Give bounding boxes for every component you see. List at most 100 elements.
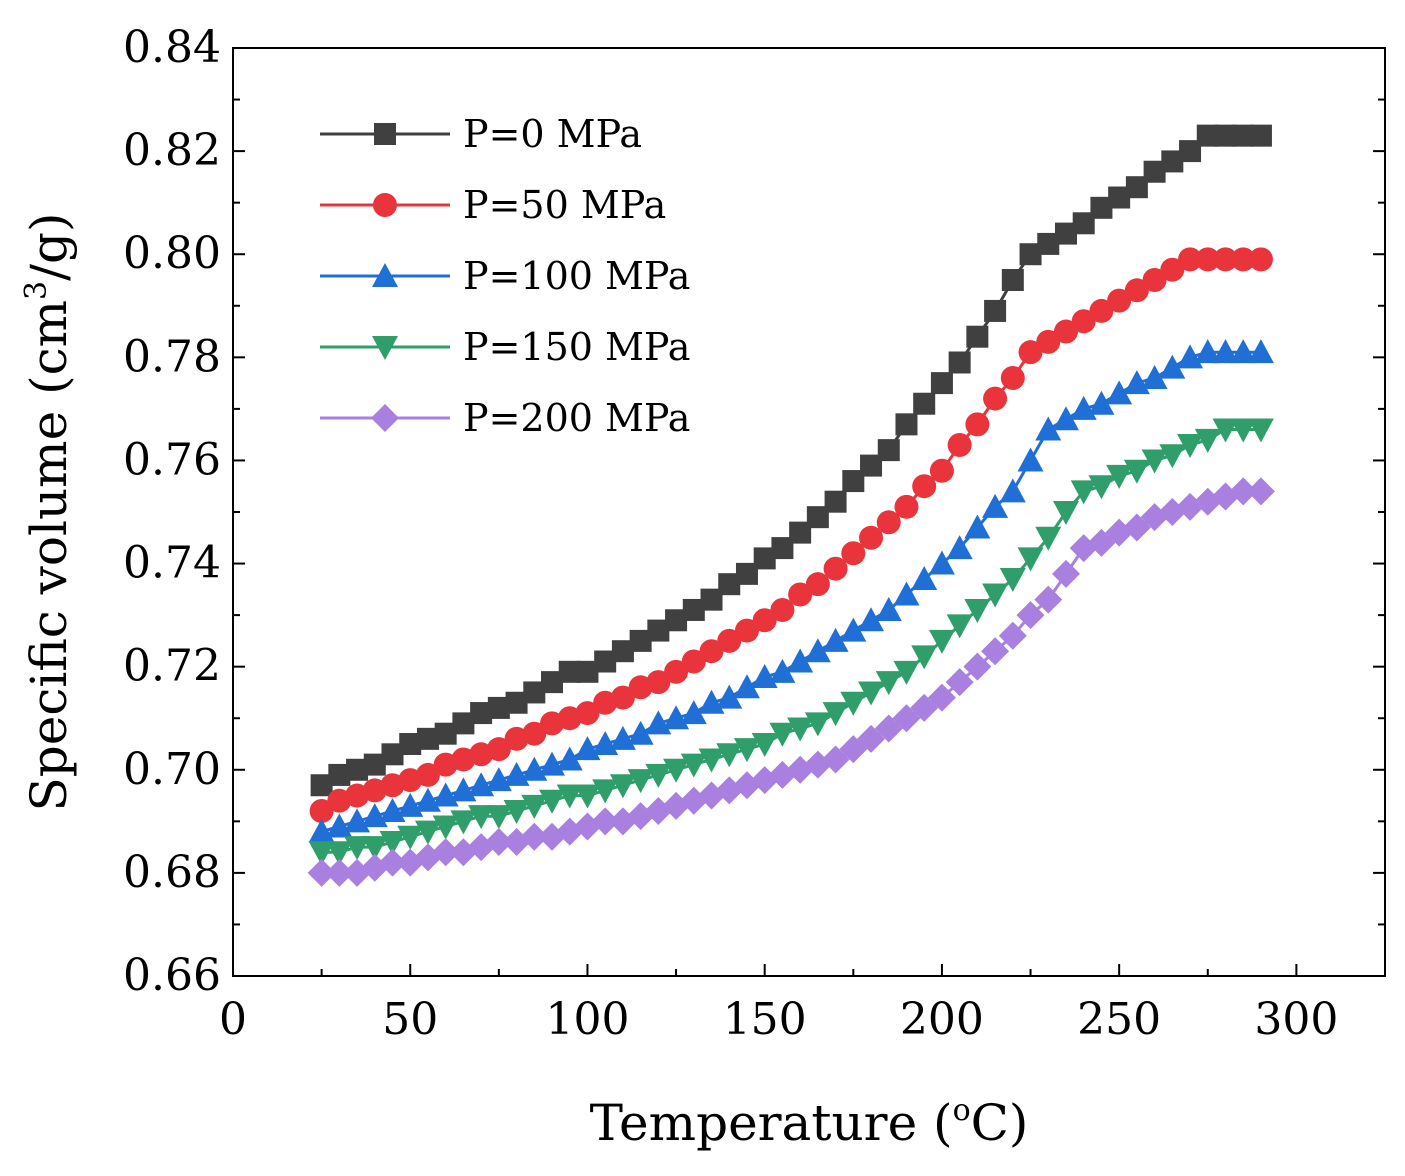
ticks-layer: 0 50 100 150 200 250 300 0.66 0.68 0.70 0.72 0.74 0.… [123, 22, 1385, 1045]
data-point [1159, 444, 1186, 469]
data-point [948, 351, 971, 374]
data-point [999, 478, 1026, 503]
data-point [1088, 390, 1115, 415]
data-point [1212, 418, 1239, 443]
legend-marker [372, 336, 398, 360]
data-point [1214, 124, 1237, 147]
legend-label: P=200 MPa [463, 396, 690, 440]
data-point [769, 722, 796, 747]
legend-entry: P=0 MPa [320, 112, 642, 156]
data-point [982, 583, 1009, 608]
legend-marker [373, 193, 397, 217]
data-point [894, 494, 919, 519]
data-point [874, 714, 903, 743]
data-point [1194, 428, 1221, 453]
x-tick-label: 250 [1077, 994, 1161, 1045]
legend-label: P=150 MPa [463, 325, 690, 369]
data-point [1035, 416, 1062, 441]
data-point [1230, 339, 1257, 364]
data-point [700, 588, 723, 611]
series-2 [308, 339, 1274, 843]
data-point [346, 758, 369, 781]
series-4 [307, 477, 1275, 887]
data-point [308, 841, 335, 866]
data-point [804, 712, 831, 737]
x-axis-title-text: Temperature ( [590, 1094, 953, 1152]
data-point [999, 568, 1026, 593]
data-point [610, 685, 635, 710]
x-axis-title-end: C) [971, 1094, 1029, 1152]
data-point [414, 820, 441, 845]
data-point [1229, 477, 1258, 506]
data-point [912, 474, 937, 499]
data-point [1001, 269, 1024, 291]
y-axis-title-text: Specific volume (cm [20, 300, 78, 811]
data-point [840, 691, 867, 716]
data-point [717, 628, 742, 653]
data-point [309, 799, 334, 824]
data-point [576, 660, 599, 683]
data-point [928, 629, 955, 654]
y-tick-label: 0.72 [123, 641, 221, 692]
y-tick-label: 0.80 [123, 228, 221, 279]
data-point [927, 683, 956, 712]
x-tick-label: 200 [900, 994, 984, 1045]
data-point [1123, 459, 1150, 484]
data-point [841, 541, 866, 566]
data-point [769, 658, 796, 683]
data-point [877, 439, 900, 462]
data-point [1090, 196, 1113, 219]
data-point [875, 671, 902, 696]
data-point [1231, 247, 1256, 272]
data-point [594, 650, 617, 673]
data-point [1161, 150, 1184, 173]
data-point [680, 700, 707, 725]
data-point [1036, 329, 1061, 354]
data-point [1053, 319, 1078, 344]
data-point [361, 836, 388, 861]
data-point [945, 668, 974, 697]
data-point [1037, 232, 1060, 255]
data-point [645, 763, 672, 788]
data-point [858, 681, 885, 706]
data-point [592, 779, 619, 804]
data-point [485, 805, 512, 830]
data-point [1054, 222, 1077, 245]
data-point [753, 547, 776, 570]
data-point [911, 645, 938, 670]
data-point [328, 763, 351, 786]
data-point [523, 681, 546, 704]
data-point [1070, 480, 1097, 505]
x-tick-label: 100 [545, 994, 629, 1045]
data-point [911, 566, 938, 591]
data-point [1246, 477, 1275, 506]
data-point [1018, 340, 1043, 365]
data-point [1106, 380, 1133, 405]
data-point [1141, 449, 1168, 474]
x-axis-title: Temperature (oC) [590, 1093, 1029, 1152]
data-point [1247, 339, 1274, 364]
data-point [381, 743, 404, 766]
data-point [751, 733, 778, 757]
series-0 [310, 124, 1272, 797]
y-tick-label: 0.78 [123, 331, 221, 382]
data-point [326, 841, 353, 866]
data-point [822, 702, 849, 727]
data-point [450, 810, 477, 835]
y-tick-label: 0.74 [123, 538, 221, 589]
data-point [647, 619, 670, 642]
data-point [1107, 288, 1132, 313]
data-point [1108, 186, 1131, 209]
data-point [646, 670, 671, 695]
data-point [718, 573, 741, 596]
data-point [984, 299, 1007, 322]
data-point [947, 432, 972, 457]
data-point [893, 660, 920, 685]
data-point [379, 830, 406, 855]
data-point [627, 720, 654, 745]
data-point [806, 506, 829, 529]
legend-entry: P=50 MPa [320, 183, 666, 227]
y-axis-title-end: /g) [20, 213, 78, 281]
data-point [486, 737, 511, 762]
